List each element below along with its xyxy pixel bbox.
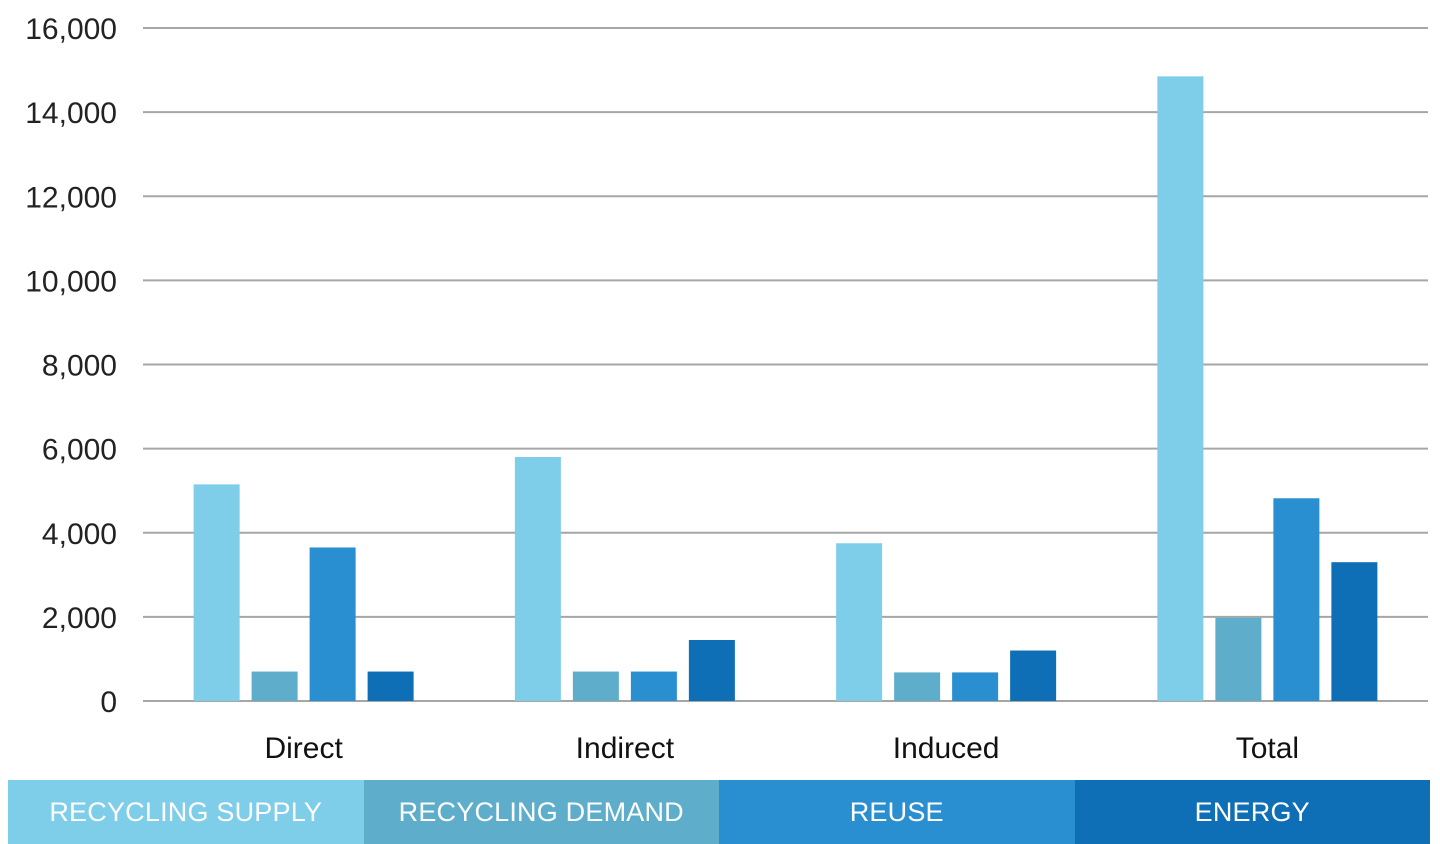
bar-direct-energy	[367, 671, 414, 701]
bars	[193, 76, 1378, 701]
x-category-label-induced: Induced	[893, 732, 1000, 765]
x-axis-category-labels: Direct Indirect Induced Total	[264, 732, 1299, 765]
y-axis-tick-labels: 0 2,000 4,000 6,000 8,000 10,000 12,000 14,000 1…	[25, 13, 117, 719]
y-tick-label: 16,000	[25, 13, 117, 46]
bar-indirect-recycling-supply	[514, 457, 561, 701]
bar-direct-recycling-demand	[251, 671, 298, 701]
bar-indirect-reuse	[630, 671, 677, 701]
y-tick-label: 2,000	[42, 602, 117, 635]
legend: RECYCLING SUPPLY RECYCLING DEMAND REUSE …	[8, 780, 1430, 844]
bar-indirect-recycling-demand	[572, 671, 619, 701]
bar-total-recycling-supply	[1157, 76, 1204, 701]
x-category-label-indirect: Indirect	[576, 732, 675, 765]
y-tick-label: 12,000	[25, 181, 117, 214]
bar-direct-recycling-supply	[193, 484, 240, 701]
legend-item-recycling-supply: RECYCLING SUPPLY	[8, 780, 364, 844]
bar-total-recycling-demand	[1215, 617, 1262, 701]
legend-item-recycling-demand: RECYCLING DEMAND	[363, 780, 719, 844]
bar-induced-reuse	[952, 672, 999, 701]
bar-total-energy	[1331, 562, 1378, 701]
legend-item-energy: ENERGY	[1074, 780, 1430, 844]
y-tick-label: 6,000	[42, 434, 117, 467]
chart-canvas: 0 2,000 4,000 6,000 8,000 10,000 12,000 14,000 1…	[25, 13, 1428, 765]
x-category-label-direct: Direct	[264, 732, 343, 765]
y-tick-label: 14,000	[25, 97, 117, 130]
bar-direct-reuse	[309, 547, 356, 701]
legend-item-reuse: REUSE	[719, 780, 1075, 844]
gridlines	[143, 27, 1428, 702]
bar-chart: 0 2,000 4,000 6,000 8,000 10,000 12,000 14,000 1…	[25, 13, 1428, 765]
bar-induced-recycling-demand	[894, 672, 941, 701]
y-tick-label: 4,000	[42, 518, 117, 551]
x-category-label-total: Total	[1236, 732, 1299, 765]
y-tick-label: 0	[100, 686, 117, 719]
y-tick-label: 10,000	[25, 265, 117, 298]
bar-indirect-energy	[688, 640, 735, 701]
bar-induced-energy	[1010, 650, 1057, 701]
bar-total-reuse	[1273, 498, 1320, 701]
y-tick-label: 8,000	[42, 350, 117, 383]
bar-induced-recycling-supply	[836, 543, 883, 701]
